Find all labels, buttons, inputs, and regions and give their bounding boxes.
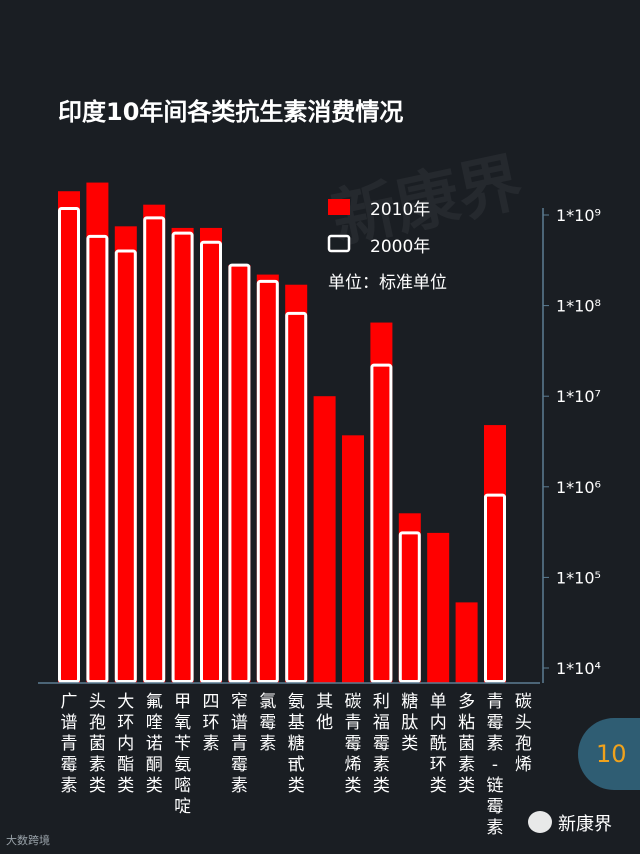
x-label-14: 多粘菌素类	[458, 692, 475, 796]
bar-2000-7	[256, 279, 279, 683]
bar-2000-1	[86, 234, 109, 684]
bar-2000-4	[171, 231, 194, 683]
bar-2010-11	[370, 322, 393, 683]
bar-2000-0	[58, 206, 80, 683]
x-label-9: 其他	[316, 692, 333, 733]
bar-2000-8	[285, 311, 308, 683]
bar-2010-10	[342, 435, 364, 683]
bar-2010-0	[58, 191, 80, 683]
x-label-8: 氨基糖甙类	[288, 692, 305, 796]
y-tick-labels: 1*10⁴ 1*10⁵ 1*10⁶ 1*10⁷ 1*10⁸ 1*10⁹	[543, 206, 601, 678]
x-label-15: 青霉素-链霉素	[487, 692, 504, 838]
x-label-2: 大环内酯类	[117, 692, 134, 796]
page-badge	[578, 718, 640, 790]
bar-2010-2	[114, 226, 137, 683]
legend-label-2000: 2000年	[370, 237, 431, 257]
x-label-3: 氟喹诺酮类	[146, 692, 163, 796]
x-label-5: 四环素	[203, 692, 220, 754]
bar-2000-15	[484, 493, 506, 683]
x-label-12: 糖肽类	[401, 692, 418, 754]
wechat-icon	[528, 811, 552, 833]
y-tick-label-3: 1*10⁷	[556, 387, 601, 406]
legend-swatch-2010	[328, 199, 350, 215]
x-label-4: 甲氧苄氨嘧啶	[174, 692, 191, 817]
bar-2010-4	[171, 227, 194, 684]
bar-2000-5	[200, 240, 222, 683]
legend-unit: 单位：标准单位	[328, 273, 447, 293]
bar-2010-3	[143, 204, 166, 683]
bar-2010-15	[484, 425, 506, 683]
x-label-16: 碳头孢烯	[515, 692, 532, 775]
y-tick-label-1: 1*10⁵	[556, 568, 601, 587]
bar-2010-14	[455, 602, 478, 683]
y-tick-label-2: 1*10⁶	[556, 478, 601, 497]
bar-2010-8	[285, 284, 308, 683]
x-label-1: 头孢菌素类	[89, 692, 106, 796]
page-number: 10	[596, 740, 627, 768]
bar-2010-7	[256, 274, 279, 683]
y-tick-label-0: 1*10⁴	[556, 659, 601, 678]
bar-2000-2	[114, 249, 137, 683]
bar-2010-12	[398, 513, 421, 683]
x-label-6: 窄谱青霉素	[231, 692, 248, 796]
bar-2010-9	[313, 396, 336, 683]
bar-2010-6	[228, 265, 251, 683]
x-label-10: 碳青霉烯类	[345, 692, 362, 796]
bar-2000-11	[370, 363, 393, 683]
y-tick-label-4: 1*10⁸	[556, 297, 601, 316]
brand-name: 新康界	[558, 814, 612, 835]
legend-swatches	[327, 199, 351, 253]
bar-2010-5	[200, 227, 222, 684]
x-category-labels: 广谱青霉素头孢菌素类大环内酯类氟喹诺酮类甲氧苄氨嘧啶四环素窄谱青霉素氯霉素氨基糖…	[61, 692, 532, 838]
corner-logo: 大数跨境	[6, 834, 50, 847]
bar-2010-13	[427, 532, 450, 683]
chart-title: 印度10年间各类抗生素消费情况	[58, 98, 404, 126]
y-tick-label-5: 1*10⁹	[556, 206, 601, 225]
legend-swatch-2000	[327, 234, 351, 253]
bar-2000-12	[398, 531, 421, 683]
bar-2000-3	[143, 216, 166, 683]
x-label-11: 利福霉素类	[373, 692, 390, 796]
bars-group	[58, 182, 506, 684]
x-label-7: 氯霉素	[259, 692, 276, 754]
bar-2000-6	[228, 263, 251, 683]
legend-label-2010: 2010年	[370, 200, 431, 220]
x-label-13: 单内酰环类	[430, 692, 447, 796]
x-label-0: 广谱青霉素	[61, 692, 78, 796]
bar-2010-1	[86, 182, 109, 683]
